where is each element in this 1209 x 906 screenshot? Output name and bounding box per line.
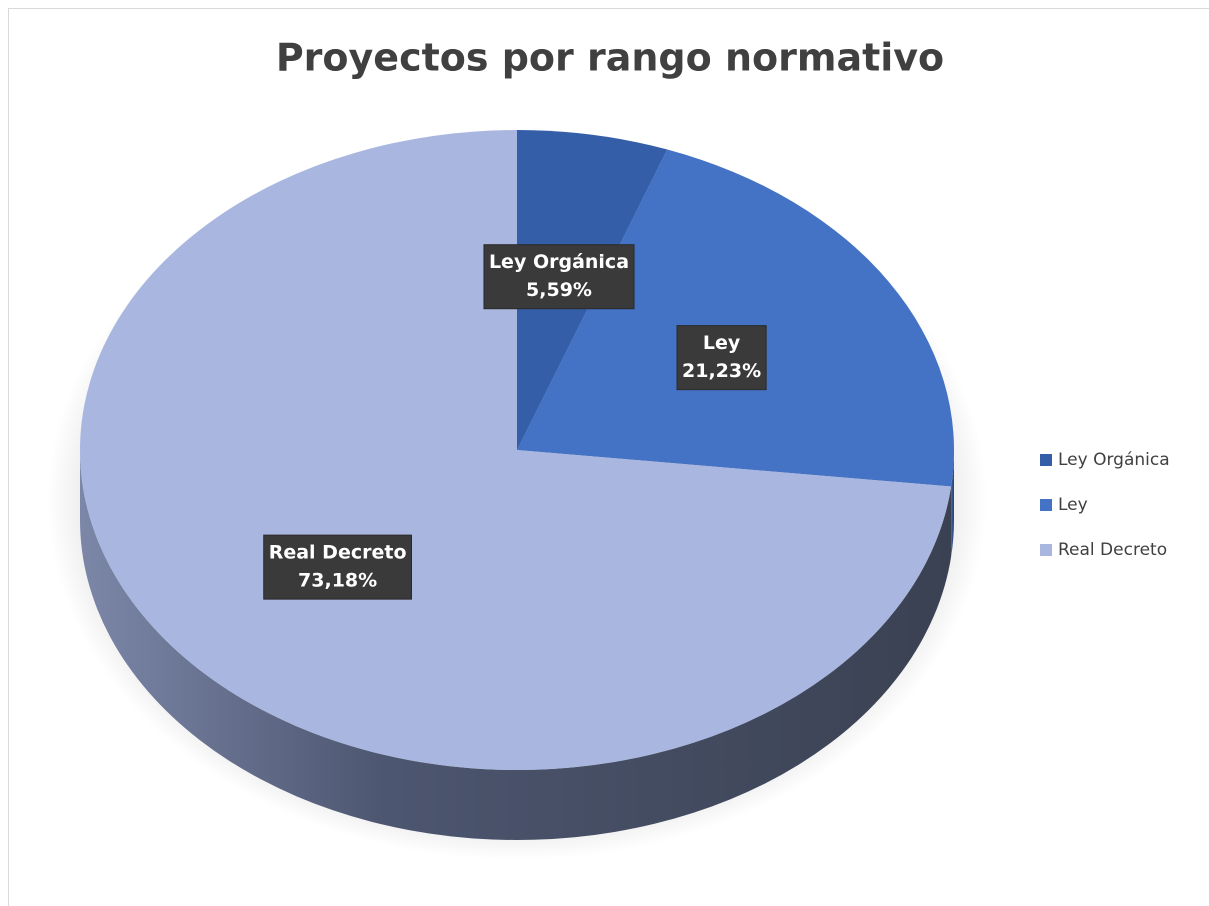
- legend-label: Ley Orgánica: [1058, 450, 1170, 470]
- data-label-category: Ley: [703, 332, 741, 354]
- chart-frame: [8, 8, 1209, 906]
- data-label-category: Ley Orgánica: [489, 251, 629, 273]
- legend-box: [1026, 437, 1194, 572]
- data-label-box: [263, 534, 413, 600]
- legend-label: Ley: [1058, 495, 1088, 515]
- legend-swatch: [1040, 544, 1052, 556]
- data-label: Real Decreto 73,18%: [263, 534, 413, 600]
- data-label-value: 21,23%: [682, 360, 761, 382]
- legend-label: Real Decreto: [1058, 540, 1167, 560]
- data-label: Ley Orgánica 5,59%: [483, 244, 635, 310]
- legend-swatch: [1040, 454, 1052, 466]
- data-label-category: Real Decreto: [269, 542, 407, 564]
- chart-title: Proyectos por rango normativo: [276, 36, 944, 80]
- legend-swatch: [1040, 499, 1052, 511]
- pie-slice: [79, 130, 952, 770]
- data-label-box: [483, 244, 635, 310]
- slice-side: [951, 450, 954, 557]
- data-label-value: 5,59%: [526, 279, 592, 301]
- legend: Ley Orgánica Ley Real Decreto: [1026, 437, 1194, 572]
- data-label-box: [676, 325, 767, 391]
- data-label: Ley 21,23%: [676, 325, 767, 391]
- data-label-value: 73,18%: [298, 570, 377, 592]
- pie-slice: [517, 149, 954, 487]
- slice-side: [80, 450, 952, 840]
